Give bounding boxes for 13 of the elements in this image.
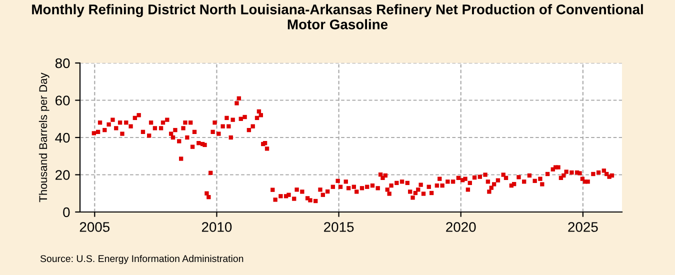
y-tick-label: 80 — [55, 58, 70, 68]
x-tick-label: 2005 — [80, 222, 110, 232]
y-tick-label: 0 — [63, 207, 70, 218]
y-tick-label: 60 — [56, 96, 70, 106]
x-tick-label: 2015 — [324, 222, 354, 232]
x-tick-label: 2010 — [202, 222, 232, 232]
y-tick-label: 40 — [55, 132, 70, 143]
chart-title: Monthly Refining District North Louisiana-Arkansas Refinery Net Production of Conventional Motor Gasoline — [32, 4, 643, 30]
y-tick-label: 20 — [56, 170, 70, 180]
x-tick-label: 2020 — [446, 222, 476, 232]
x-tick-label: 2025 — [568, 222, 598, 232]
y-axis-title: Thousand Barrels per Day — [38, 72, 50, 202]
source-note: Source: U.S. Energy Information Administration — [40, 254, 244, 264]
